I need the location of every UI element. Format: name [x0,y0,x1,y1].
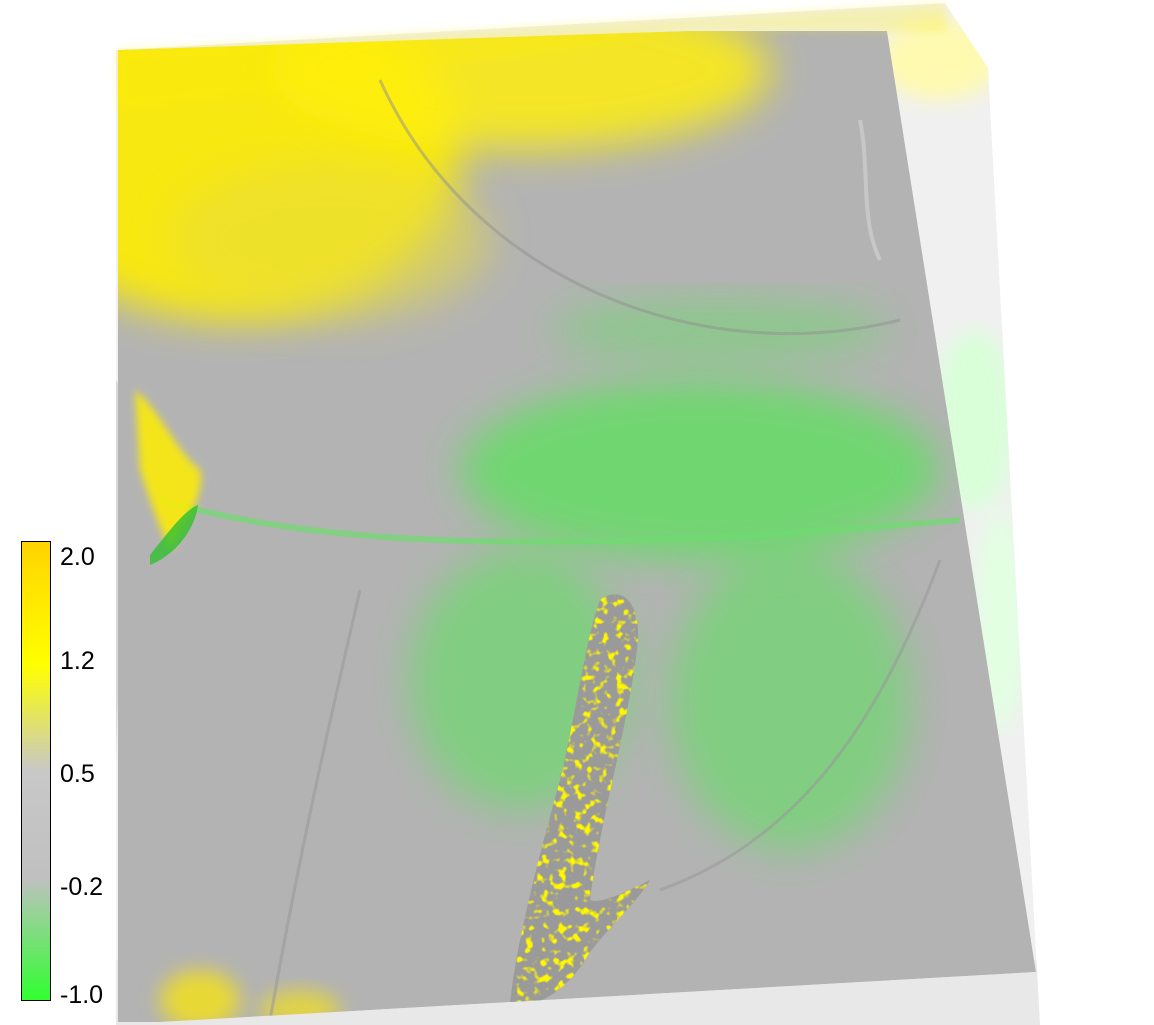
colorbar-tick-label: -0.2 [60,873,104,901]
colorbar-tick-label: 2.0 [60,543,95,571]
colorbar [21,541,51,1001]
colorbar-tick-label: -1.0 [60,981,104,1009]
upper-tile-strip [116,3,948,112]
colorbar-tick-label: 0.5 [60,760,95,788]
colorbar-tick-label: 1.2 [60,647,95,675]
data-tile [118,31,1036,1022]
